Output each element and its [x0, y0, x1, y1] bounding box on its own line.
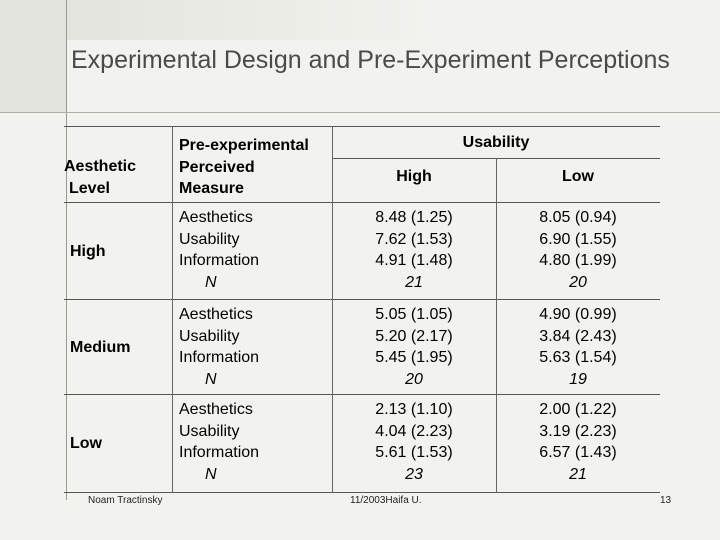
decorative-horizontal-rule [0, 112, 720, 113]
measure-list: Aesthetics Usability Information N [179, 209, 260, 291]
header-usability: Usability [462, 134, 530, 151]
decorative-band [0, 0, 720, 40]
slide-title: Experimental Design and Pre-Experiment P… [71, 46, 670, 74]
decorative-corner-block [0, 0, 66, 112]
footer-date-place: 11/2003Haifa U. [350, 495, 422, 506]
header-perceived-measure: Pre-experimental Perceived Measure [179, 137, 309, 197]
usability-low-values: 8.05 (0.94) 6.90 (1.55) 4.80 (1.99) 20 [539, 209, 617, 291]
footer-page-number: 13 [660, 495, 672, 506]
table-column-divider [496, 158, 497, 493]
row-level-label: High [70, 243, 106, 260]
table-border-bottom [64, 492, 660, 493]
footer-author: Noam Tractinsky [88, 495, 163, 506]
results-table: Aesthetic Level Pre-experimental Perceiv… [64, 126, 660, 493]
usability-low-values: 2.00 (1.22) 3.19 (2.23) 6.57 (1.43) 21 [539, 401, 617, 483]
usability-low-values: 4.90 (0.99) 3.84 (2.43) 5.63 (1.54) 19 [539, 306, 617, 388]
measure-list: Aesthetics Usability Information N [179, 401, 260, 483]
table-row-separator [64, 394, 660, 395]
row-level-label: Low [70, 435, 102, 452]
table-border-top [64, 126, 660, 127]
table-row-separator [64, 299, 660, 300]
header-usability-low: Low [562, 168, 594, 185]
usability-high-values: 8.48 (1.25) 7.62 (1.53) 4.91 (1.48) 21 [375, 209, 453, 291]
measure-list: Aesthetics Usability Information N [179, 306, 260, 388]
row-level-label: Medium [70, 339, 131, 356]
usability-high-values: 2.13 (1.10) 4.04 (2.23) 5.61 (1.53) 23 [375, 401, 453, 483]
decorative-vertical-rule [66, 0, 67, 500]
table-header-separator [64, 202, 660, 203]
header-usability-high: High [396, 168, 432, 185]
header-aesthetic-level: Aesthetic Level [64, 158, 137, 197]
table-column-divider [332, 126, 333, 493]
table-column-divider [172, 126, 173, 493]
usability-high-values: 5.05 (1.05) 5.20 (2.17) 5.45 (1.95) 20 [375, 306, 453, 388]
